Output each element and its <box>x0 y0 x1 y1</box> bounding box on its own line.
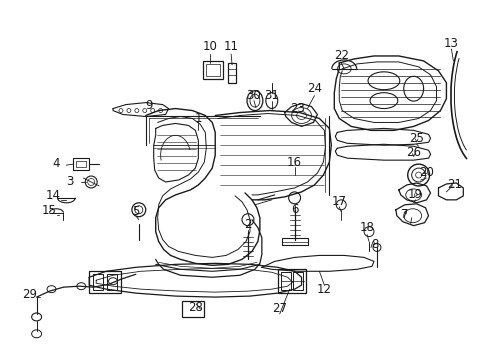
Text: 9: 9 <box>145 99 152 112</box>
Text: 27: 27 <box>272 302 286 315</box>
Text: 31: 31 <box>264 89 279 102</box>
Text: 7: 7 <box>400 208 407 221</box>
Text: 20: 20 <box>418 166 433 179</box>
Text: 10: 10 <box>203 40 217 53</box>
Text: 16: 16 <box>286 156 302 168</box>
Bar <box>182 301 204 317</box>
Text: 1: 1 <box>194 112 202 125</box>
Text: 19: 19 <box>407 188 422 201</box>
Text: 14: 14 <box>46 189 61 202</box>
Text: 29: 29 <box>22 288 37 301</box>
Bar <box>76 161 86 167</box>
Bar <box>107 274 117 290</box>
Text: 4: 4 <box>53 157 60 170</box>
Bar <box>73 158 89 170</box>
Text: 18: 18 <box>359 221 374 234</box>
Text: 22: 22 <box>333 49 348 63</box>
Text: 25: 25 <box>408 132 423 145</box>
Bar <box>281 238 307 246</box>
Text: 21: 21 <box>446 179 461 192</box>
Bar <box>89 271 121 293</box>
Text: 2: 2 <box>244 218 251 231</box>
Text: 5: 5 <box>132 205 139 218</box>
Bar <box>277 269 305 293</box>
Text: 8: 8 <box>370 238 378 251</box>
Text: 28: 28 <box>187 301 203 314</box>
Bar <box>203 61 223 79</box>
Text: 11: 11 <box>223 40 238 53</box>
Text: 12: 12 <box>316 283 331 296</box>
Bar <box>280 272 290 290</box>
Text: 30: 30 <box>246 89 261 102</box>
Text: 24: 24 <box>306 82 321 95</box>
Bar <box>93 274 103 290</box>
Text: 15: 15 <box>42 204 57 217</box>
Text: 23: 23 <box>289 102 305 115</box>
Text: 26: 26 <box>406 146 420 159</box>
Text: 13: 13 <box>443 37 458 50</box>
Bar <box>292 272 302 290</box>
Text: 3: 3 <box>65 175 73 189</box>
Text: 17: 17 <box>331 195 346 208</box>
Bar <box>206 64 220 76</box>
Bar <box>228 63 236 83</box>
Text: 6: 6 <box>290 203 298 216</box>
